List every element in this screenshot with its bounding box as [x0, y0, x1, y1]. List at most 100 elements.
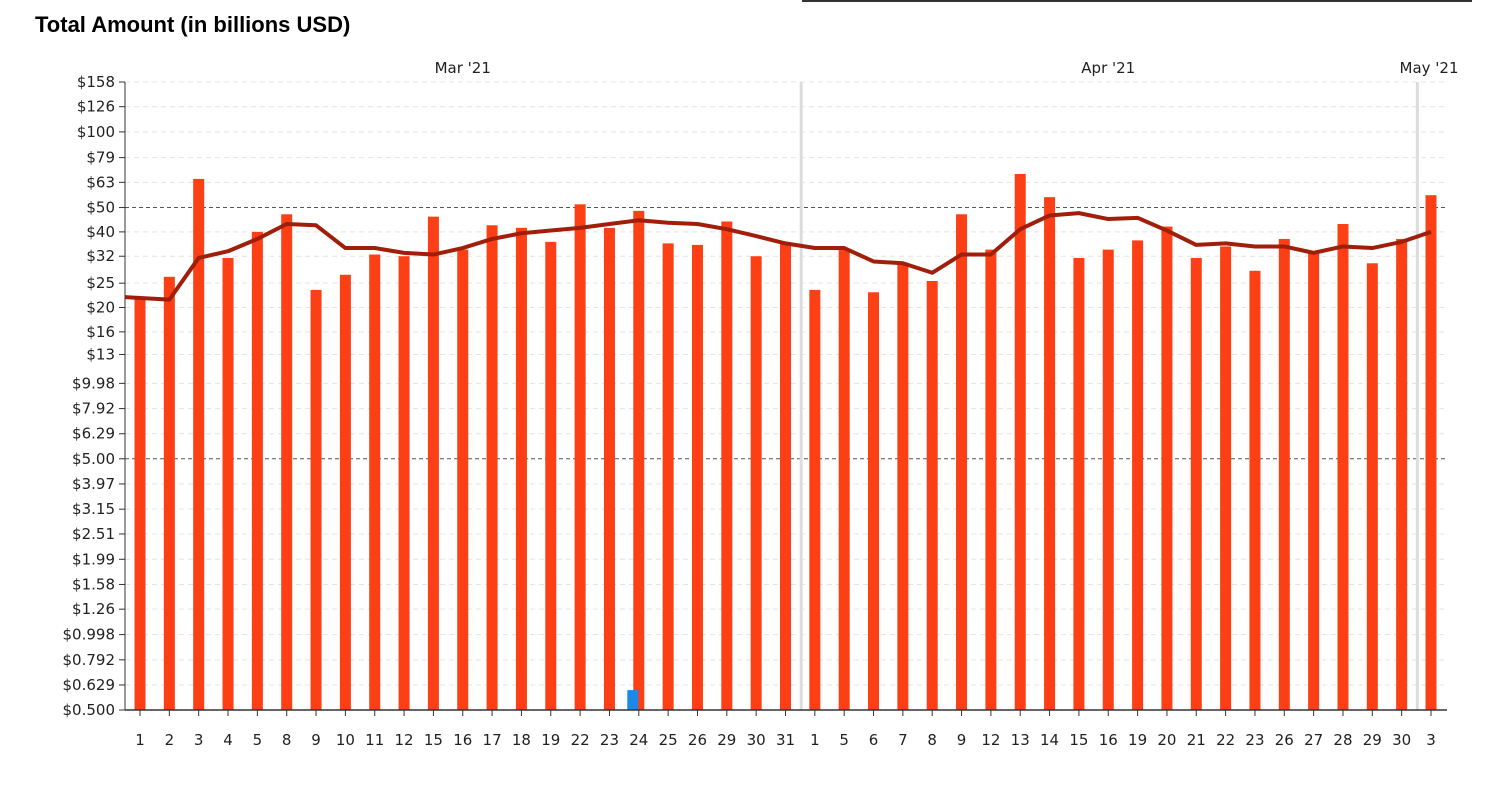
x-tick-label: 5: [839, 731, 849, 749]
y-tick-label: $0.792: [63, 651, 116, 669]
x-tick-label: 3: [1426, 731, 1436, 749]
bar: [926, 281, 938, 710]
x-tick-label: 30: [747, 731, 766, 749]
bar: [985, 249, 997, 710]
y-tick-label: $0.629: [63, 676, 116, 694]
bar: [838, 249, 850, 710]
bar: [574, 204, 586, 710]
moving-average-line: [124, 211, 1432, 302]
x-tick-label: 17: [483, 731, 502, 749]
x-tick-label: 23: [1245, 731, 1264, 749]
x-tick-label: 24: [629, 731, 648, 749]
x-tick-label: 7: [898, 731, 908, 749]
x-tick-label: 16: [453, 731, 472, 749]
y-tick-label: $79: [86, 149, 115, 167]
bar: [1190, 257, 1202, 710]
y-tick-label: $16: [86, 323, 115, 341]
y-tick-label: $20: [86, 299, 115, 317]
bar: [427, 216, 439, 710]
x-tick-label: 16: [1099, 731, 1118, 749]
bar: [1044, 197, 1056, 711]
trend-line: [124, 211, 1432, 302]
bar: [1014, 173, 1026, 711]
month-label: May '21: [1400, 59, 1459, 77]
x-tick-label: 20: [1157, 731, 1176, 749]
x-tick-label: 14: [1040, 731, 1059, 749]
y-tick-label: $0.500: [63, 701, 116, 719]
x-tick-label: 19: [541, 731, 560, 749]
y-tick-label: $9.98: [72, 374, 115, 392]
y-tick-label: $40: [86, 223, 115, 241]
x-tick-label: 8: [927, 731, 937, 749]
y-tick-label: $1.26: [72, 600, 115, 618]
x-tick-label: 23: [600, 731, 619, 749]
month-label: Mar '21: [435, 59, 491, 77]
bar: [310, 289, 322, 710]
bar: [134, 297, 146, 710]
y-tick-label: $63: [86, 173, 115, 191]
bar: [515, 227, 527, 710]
y-tick-label: $7.92: [72, 400, 115, 418]
month-labels: Mar '21 Apr '21 May '21: [435, 59, 1459, 77]
bar: [398, 256, 410, 710]
y-tick-label: $126: [77, 98, 115, 116]
y-tick-label: $3.15: [72, 500, 115, 518]
bar: [1073, 257, 1085, 710]
chart-title: Total Amount (in billions USD): [35, 12, 351, 37]
x-tick-label: 9: [957, 731, 967, 749]
x-tick-label: 22: [1216, 731, 1235, 749]
x-tick-label: 1: [135, 731, 145, 749]
y-tick-label: $3.97: [72, 475, 115, 493]
bar: [691, 244, 703, 710]
y-tick-label: $5.00: [72, 450, 115, 468]
bar: [251, 231, 263, 710]
x-tick-label: 29: [1363, 731, 1382, 749]
bar: [222, 257, 234, 710]
bar: [486, 225, 498, 710]
bar: [163, 276, 175, 710]
bar: [1102, 249, 1114, 710]
bar: [1396, 238, 1408, 710]
bar: [1132, 240, 1144, 711]
x-tick-labels: 1 2 3 4 5 8 9 10 11 12 15 16 17 18 19 22 23 24 25 26 29 30 31 1…: [135, 731, 1436, 749]
axes: [119, 81, 1447, 716]
x-tick-label: 13: [1011, 731, 1030, 749]
x-tick-label: 26: [688, 731, 707, 749]
y-tick-label: $100: [77, 123, 115, 141]
x-tick-label: 9: [311, 731, 321, 749]
x-tick-label: 12: [395, 731, 414, 749]
bar: [750, 256, 762, 710]
y-tick-label: $0.998: [63, 626, 116, 644]
x-tick-label: 29: [717, 731, 736, 749]
x-tick-label: 5: [253, 731, 263, 749]
y-tick-labels: $158 $126 $100 $79 $63 $50 $40 $32 $25 $20 $16 $13 $…: [63, 73, 116, 719]
bar-series: [134, 173, 1437, 711]
y-tick-label: $6.29: [72, 425, 115, 443]
bar: [1220, 246, 1232, 710]
bar: [633, 210, 645, 710]
y-tick-label: $32: [86, 247, 115, 265]
x-tick-label: 30: [1392, 731, 1411, 749]
x-tick-label: 8: [282, 731, 292, 749]
x-tick-label: 15: [1069, 731, 1088, 749]
bar: [1425, 195, 1437, 710]
bar: [809, 289, 821, 710]
bar: [868, 292, 880, 710]
x-tick-label: 31: [776, 731, 795, 749]
y-tick-label: $2.51: [72, 525, 115, 543]
x-tick-label: 19: [1128, 731, 1147, 749]
bar: [1161, 226, 1173, 710]
bar: [897, 263, 909, 710]
x-tick-label: 1: [810, 731, 820, 749]
highlight-bar: [627, 690, 639, 710]
bar: [1366, 263, 1378, 710]
x-tick-label: 10: [336, 731, 355, 749]
x-tick-label: 15: [424, 731, 443, 749]
x-tick-label: 21: [1187, 731, 1206, 749]
bar: [1308, 252, 1320, 710]
x-tick-label: 22: [571, 731, 590, 749]
bar: [193, 178, 205, 710]
bar: [721, 221, 733, 710]
bar: [545, 241, 557, 711]
